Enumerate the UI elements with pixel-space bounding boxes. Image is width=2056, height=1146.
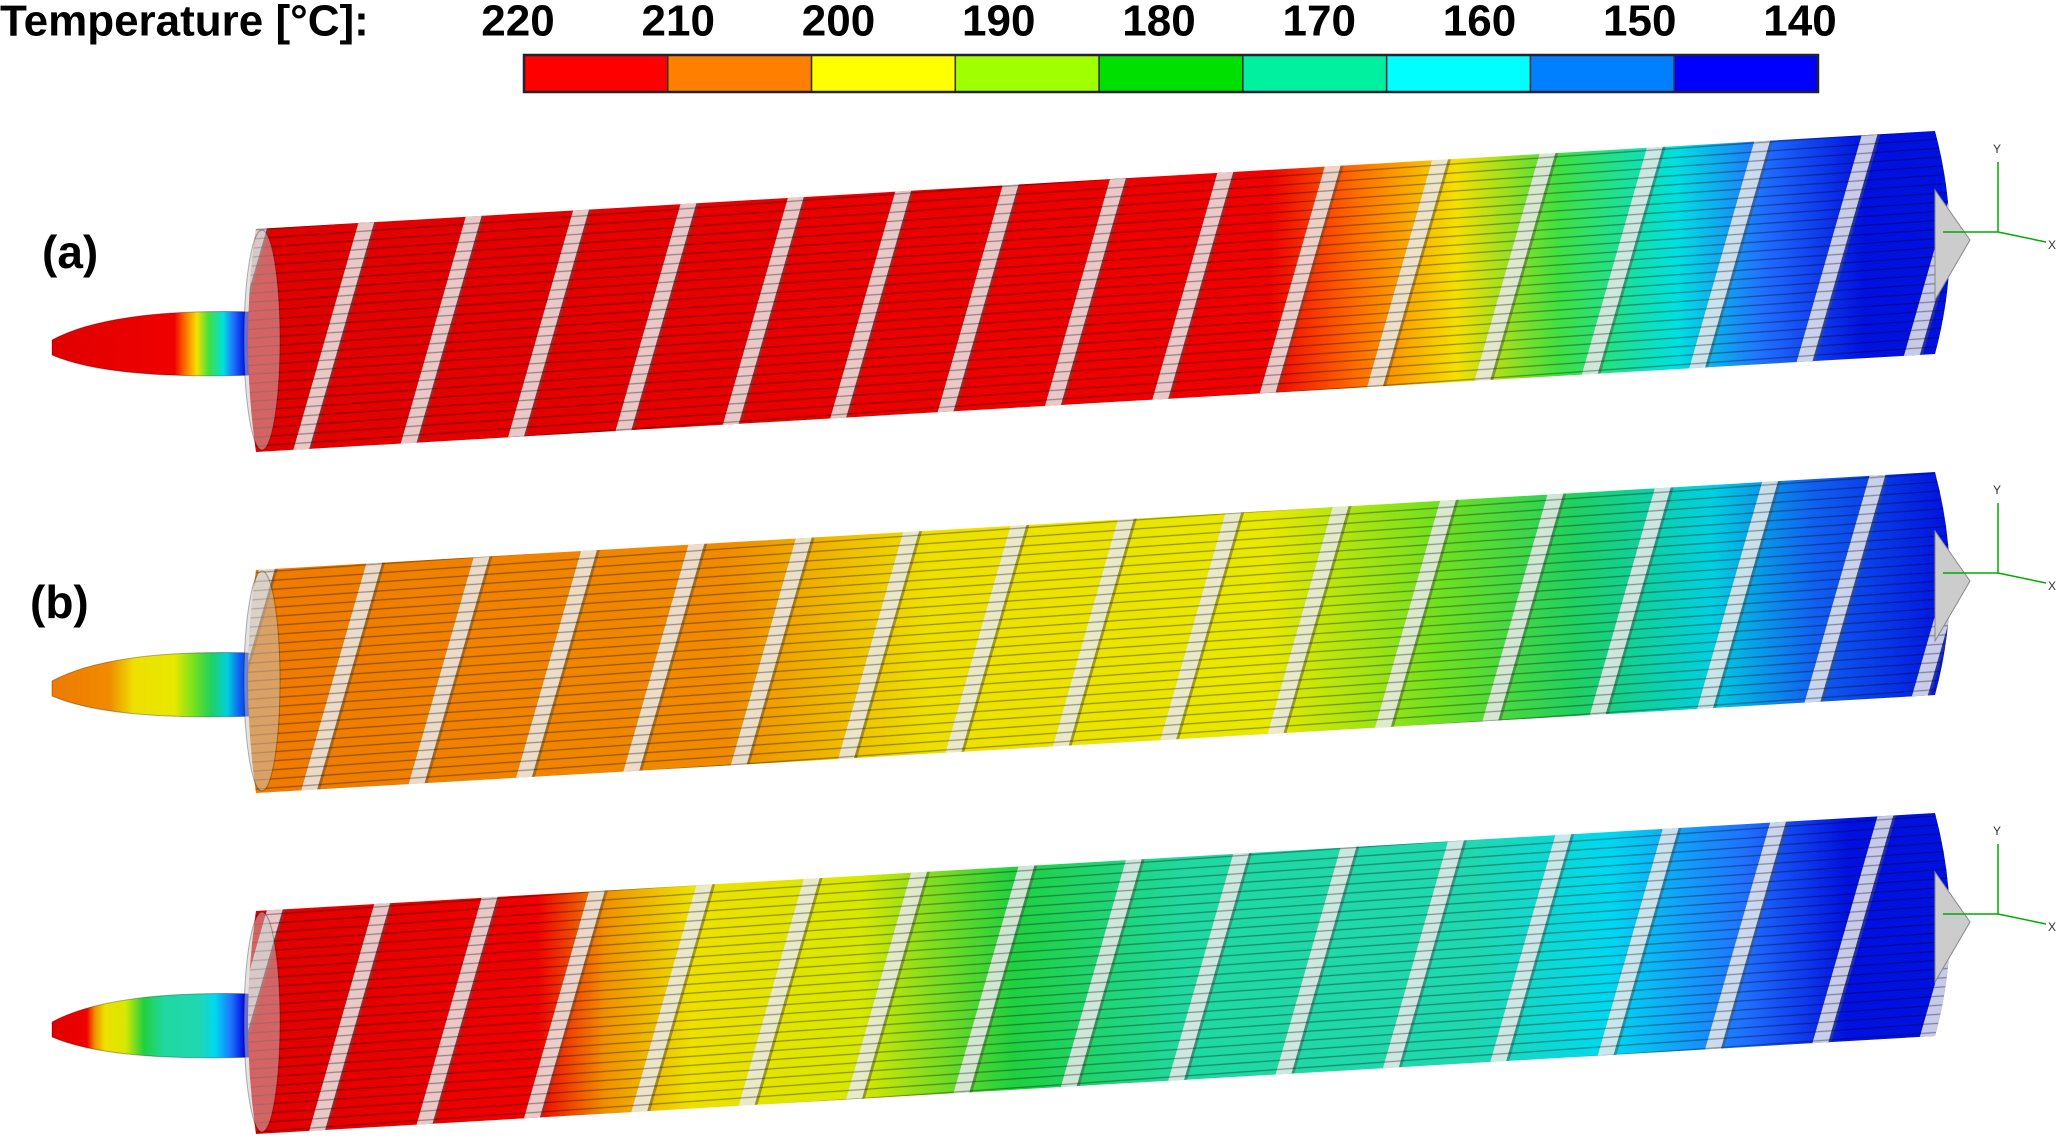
panel-label: (b) [30, 576, 89, 628]
screws: Y X Y X Y X [51, 131, 2056, 1134]
colorbar-segment [523, 54, 669, 93]
streamlines [248, 813, 1950, 1134]
screw-tip [1934, 188, 1971, 302]
triad-label: Y [1993, 142, 2001, 156]
triad-label: Y [1993, 824, 2001, 838]
colorbar-frame [522, 53, 1820, 94]
triad-axis [1997, 913, 2047, 925]
screw-tip [1934, 870, 1971, 984]
colorbar-title: Temperature [°C]: [0, 0, 369, 46]
screw-tip [1934, 529, 1971, 643]
colorbar-segment [1385, 54, 1532, 93]
colorbar-segment [1098, 54, 1244, 93]
nozzle [51, 993, 257, 1059]
barrel-end [243, 911, 281, 1133]
colorbar-tick-label: 200 [802, 0, 875, 46]
colorbar-segment [954, 54, 1100, 93]
barrel-end [243, 229, 281, 451]
colorbar-segment [810, 54, 957, 93]
colorbar-tick-label: 190 [962, 0, 1035, 46]
triad-label: Y [1993, 483, 2001, 497]
colorbar-tick-label: 170 [1283, 0, 1356, 46]
colorbar-tick-label: 140 [1763, 0, 1836, 46]
triad-label: X [2048, 238, 2056, 252]
colorbar: 220 210 200 190 180 170 160 150 140 [481, 0, 1837, 94]
colorbar-segment [1242, 54, 1388, 93]
colorbar-tick-label: 150 [1603, 0, 1676, 46]
colorbar-tick-label: 210 [642, 0, 715, 46]
colorbar-tick-label: 220 [481, 0, 554, 46]
triad-label: X [2048, 920, 2056, 934]
panel-label: (a) [42, 226, 98, 278]
colorbar-segment [1673, 54, 1819, 93]
triad-axis [1997, 572, 2047, 584]
nozzle [51, 311, 257, 377]
colorbar-tick-label: 180 [1122, 0, 1195, 46]
barrel-end [243, 570, 281, 792]
nozzle [51, 652, 257, 718]
colorbar-tick-label: 160 [1443, 0, 1516, 46]
colorbar-segment [1529, 54, 1675, 93]
streamlines [248, 472, 1950, 793]
colorbar-segment [667, 54, 813, 93]
triad-label: X [2048, 579, 2056, 593]
triad-axis [1997, 231, 2047, 243]
streamlines [248, 131, 1950, 452]
